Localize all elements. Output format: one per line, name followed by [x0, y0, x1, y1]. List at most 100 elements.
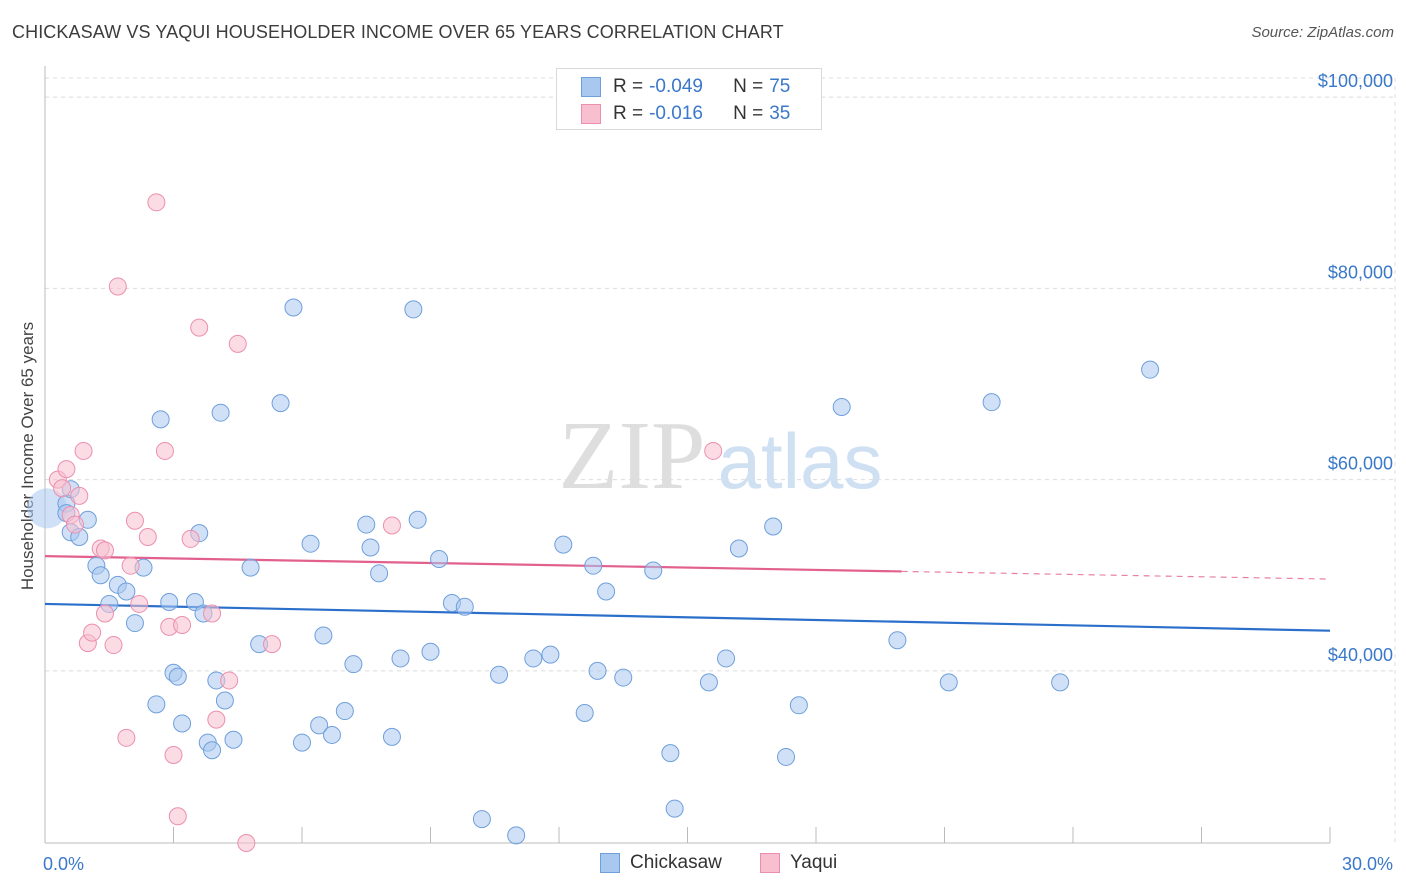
- chickasaw-point: [490, 665, 509, 684]
- chickasaw-point: [507, 826, 526, 845]
- chickasaw-point: [301, 534, 320, 553]
- yaqui-point: [181, 529, 200, 548]
- chickasaw-point: [764, 517, 783, 536]
- n-label: N =: [733, 103, 764, 124]
- chickasaw-point: [241, 558, 260, 577]
- chickasaw-point: [777, 747, 796, 766]
- yaqui-point: [117, 728, 136, 747]
- chickasaw-point: [335, 702, 354, 721]
- chickasaw-point: [203, 741, 222, 760]
- n-value: 75: [769, 76, 791, 97]
- yaqui-point: [263, 635, 282, 654]
- chickasaw-point: [939, 673, 958, 692]
- chickasaw-point: [151, 410, 170, 429]
- yaqui-point: [147, 193, 166, 212]
- chickasaw-point: [357, 515, 376, 534]
- chickasaw-point: [584, 556, 603, 575]
- r-value: -0.016: [649, 103, 703, 124]
- chickasaw-point: [117, 582, 136, 601]
- r-label: R =: [613, 76, 644, 97]
- chickasaw-point: [1141, 360, 1160, 379]
- chickasaw-point: [430, 549, 449, 568]
- correlation-legend: R = -0.049 N = 75 R = -0.016 N = 35: [556, 68, 822, 130]
- chickasaw-swatch: [581, 77, 601, 97]
- chickasaw-point: [168, 667, 187, 686]
- yaqui-trend-extension: [901, 570, 1331, 580]
- axes: [44, 66, 1331, 844]
- yaqui-point: [155, 441, 174, 460]
- chickasaw-point: [147, 695, 166, 714]
- chickasaw-point: [408, 510, 427, 529]
- chickasaw-point: [832, 397, 851, 416]
- x-tick-label-min: 0.0%: [43, 854, 84, 874]
- chickasaw-cluster-point: [27, 488, 68, 529]
- chickasaw-point: [472, 810, 491, 829]
- chickasaw-point: [322, 725, 341, 744]
- chickasaw-point: [215, 691, 234, 710]
- yaqui-point: [190, 318, 209, 337]
- trend-lines: [44, 555, 1331, 632]
- chickasaw-point: [665, 799, 684, 818]
- chickasaw-point: [310, 716, 329, 735]
- yaqui-point: [220, 671, 239, 690]
- yaqui-point: [228, 334, 247, 353]
- chickasaw-point: [382, 727, 401, 746]
- yaqui-point: [104, 636, 123, 655]
- chickasaw-trend-line: [44, 602, 1331, 632]
- yaqui-point: [121, 556, 140, 575]
- y-tick-label: $40,000: [1328, 645, 1393, 665]
- y-tick-label: $80,000: [1328, 262, 1393, 282]
- yaqui-point: [95, 604, 114, 623]
- chickasaw-point: [717, 649, 736, 668]
- x-tick-label-max: 30.0%: [1342, 854, 1393, 874]
- chickasaw-point: [541, 645, 560, 664]
- tick-labels: $40,000 $60,000 $80,000 $100,000 0.0% 30.0%: [43, 71, 1393, 874]
- legend-row-chickasaw: R = -0.049 N = 75: [581, 76, 790, 98]
- chickasaw-point: [125, 614, 144, 633]
- n-label: N =: [733, 76, 764, 97]
- yaqui-swatch: [581, 104, 601, 124]
- yaqui-swatch: [760, 853, 780, 873]
- chickasaw-point: [211, 403, 230, 422]
- chickasaw-point: [344, 655, 363, 674]
- yaqui-point: [83, 623, 102, 642]
- chickasaw-point: [661, 744, 680, 763]
- chickasaw-point: [173, 714, 192, 733]
- yaqui-point: [173, 615, 192, 634]
- chickasaw-point: [614, 668, 633, 687]
- yaqui-point: [108, 277, 127, 296]
- yaqui-point: [207, 710, 226, 729]
- chickasaw-point: [370, 564, 389, 583]
- chickasaw-point: [888, 631, 907, 650]
- chickasaw-point: [391, 649, 410, 668]
- yaqui-point: [203, 604, 222, 623]
- yaqui-point: [130, 594, 149, 613]
- yaqui-point: [53, 479, 72, 498]
- chickasaw-point: [314, 626, 333, 645]
- yaqui-point: [70, 486, 89, 505]
- yaqui-point: [704, 441, 723, 460]
- chickasaw-point: [91, 566, 110, 585]
- chickasaw-point: [524, 649, 543, 668]
- yaqui-point: [168, 807, 187, 826]
- chickasaw-point: [588, 661, 607, 680]
- yaqui-point: [57, 460, 76, 479]
- yaqui-point: [125, 511, 144, 530]
- chickasaw-label: Chickasaw: [630, 852, 722, 873]
- data-points: [27, 193, 1160, 852]
- chickasaw-point: [575, 703, 594, 722]
- yaqui-point: [74, 441, 93, 460]
- chickasaw-point: [293, 733, 311, 752]
- chickasaw-point: [284, 298, 303, 317]
- source-label: Source: ZipAtlas.com: [1251, 24, 1394, 41]
- yaqui-point: [237, 834, 256, 852]
- chickasaw-point: [271, 394, 290, 413]
- chickasaw-point: [597, 582, 616, 601]
- chickasaw-swatch: [600, 853, 620, 873]
- zipatlas-watermark: ZIP atlas: [559, 402, 883, 510]
- legend-row-yaqui: R = -0.016 N = 35: [581, 103, 790, 125]
- chart-title: CHICKASAW VS YAQUI HOUSEHOLDER INCOME OV…: [12, 22, 784, 42]
- n-value: 35: [769, 103, 791, 124]
- chickasaw-point: [789, 696, 808, 715]
